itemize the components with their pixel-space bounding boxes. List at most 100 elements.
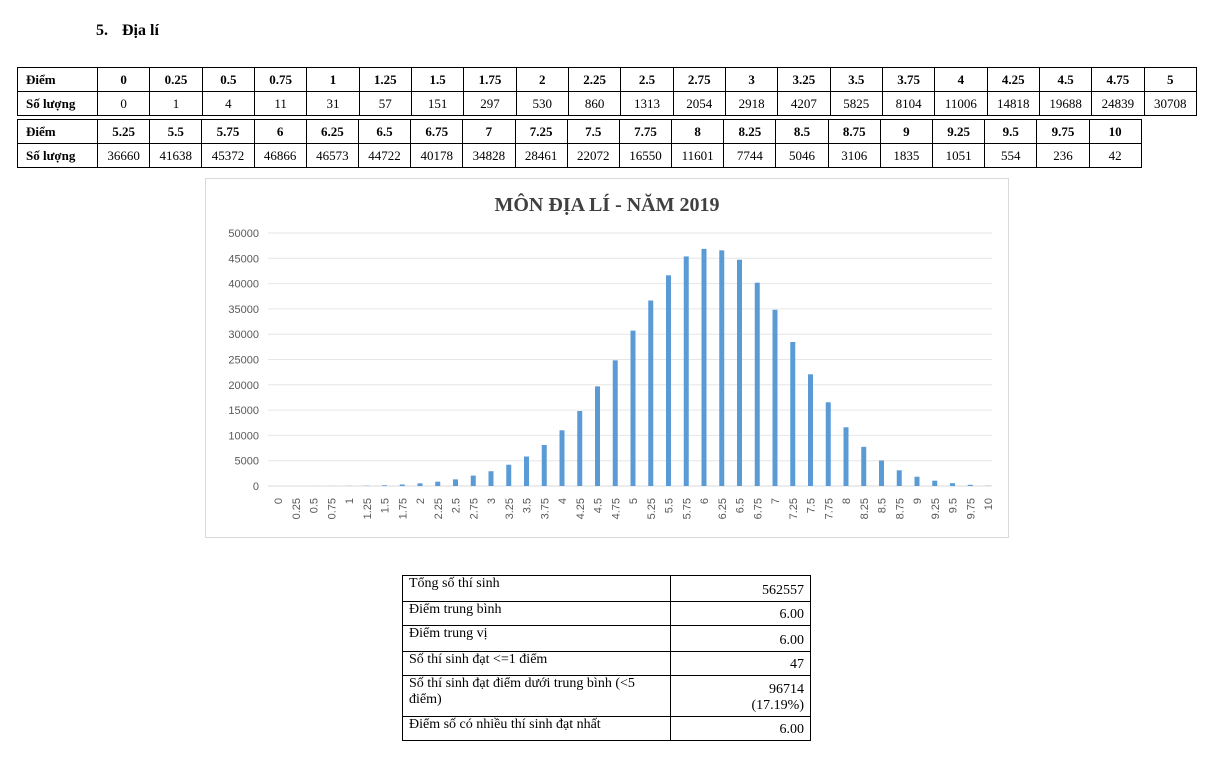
count-cell: 31 [306, 91, 360, 116]
count-cell: 28461 [514, 143, 568, 168]
summary-value-percent: (17.19%) [751, 698, 805, 713]
score-cell: 7.5 [566, 119, 620, 144]
score-cell: 3 [724, 67, 779, 92]
count-cell: 57 [358, 91, 412, 116]
score-cell: 3.5 [829, 67, 883, 92]
summary-label: Số thí sinh đạt điểm dưới trung bình (<5… [402, 675, 671, 717]
bar [524, 456, 529, 486]
x-tick-label: 9 [912, 498, 924, 504]
x-tick-label: 3.25 [504, 498, 516, 519]
count-cell: 5825 [829, 91, 883, 116]
y-tick-label: 20000 [228, 380, 259, 392]
x-tick-label: 2 [415, 498, 427, 504]
y-tick-label: 40000 [228, 279, 259, 291]
count-cell: 19688 [1038, 91, 1093, 116]
score-cell: 5 [1143, 67, 1197, 92]
bar [879, 460, 884, 486]
y-tick-label: 5000 [235, 456, 259, 468]
score-cell: 4.5 [1038, 67, 1093, 92]
count-cell: 22072 [566, 143, 620, 168]
bar [754, 282, 760, 486]
count-cell: 30708 [1143, 91, 1197, 116]
summary-value: 6.00 [670, 625, 811, 652]
x-tick-label: 3 [486, 498, 498, 504]
count-cell: 151 [410, 91, 465, 116]
x-tick-label: 5 [628, 498, 640, 504]
x-tick-label: 9.5 [948, 498, 960, 513]
score-cell: 5.25 [96, 119, 151, 144]
x-tick-label: 7.75 [823, 498, 835, 519]
summary-label: Tổng số thí sinh [402, 575, 671, 602]
count-cell: 236 [1036, 143, 1090, 168]
score-cell: 6.25 [305, 119, 359, 144]
section-title: Địa lí [122, 22, 159, 39]
x-tick-label: 7.5 [806, 498, 818, 513]
bar [559, 430, 565, 486]
score-cell: 4 [934, 67, 988, 92]
count-cell: 554 [984, 143, 1038, 168]
count-row-label: Số lượng [17, 143, 98, 168]
count-cell: 0 [96, 91, 151, 116]
score-cell: 0 [96, 67, 151, 92]
count-cell: 14818 [986, 91, 1040, 116]
summary-label: Điểm trung vị [402, 625, 671, 652]
x-tick-label: 6.75 [752, 498, 764, 519]
count-cell: 1313 [620, 91, 674, 116]
score-cell: 6.75 [410, 119, 464, 144]
count-cell: 1835 [879, 143, 934, 168]
summary-value: 6.00 [670, 716, 811, 741]
summary-value: 47 [670, 651, 811, 676]
score-cell: 7.75 [618, 119, 673, 144]
x-tick-label: 7 [770, 498, 782, 504]
x-tick-label: 6 [699, 498, 711, 504]
summary-value: 562557 [670, 575, 811, 602]
count-row: Số lượng 0 1 4 11 31 57 151 297 530 860 1313 2054 291… [17, 91, 1197, 116]
score-cell: 8.75 [827, 119, 881, 144]
bar [719, 250, 725, 486]
count-cell: 16550 [618, 143, 673, 168]
x-tick-label: 8.75 [894, 498, 906, 519]
bar [772, 309, 778, 486]
score-cell: 6.5 [357, 119, 412, 144]
y-tick-label: 10000 [228, 430, 259, 442]
score-cell: 1.5 [410, 67, 465, 92]
score-cell: 0.5 [201, 67, 255, 92]
count-cell: 8104 [881, 91, 936, 116]
score-cell: 2 [515, 67, 569, 92]
bar [506, 464, 512, 486]
bar [808, 374, 813, 486]
bar [417, 483, 423, 486]
count-cell: 7744 [723, 143, 777, 168]
y-tick-label: 0 [253, 481, 259, 493]
score-cell: 3.75 [881, 67, 936, 92]
count-cell: 46866 [253, 143, 307, 168]
x-tick-label: 5.75 [681, 498, 693, 519]
x-tick-label: 4.25 [575, 498, 587, 519]
bar [825, 402, 831, 486]
count-cell: 2054 [672, 91, 726, 116]
x-tick-label: 6.25 [717, 498, 729, 519]
score-row-label: Điểm [17, 67, 98, 92]
summary-value-count: 96714 [769, 682, 804, 697]
y-tick-label: 45000 [228, 253, 259, 265]
summary-value: 6.00 [670, 601, 811, 626]
chart-title: MÔN ĐỊA LÍ - NĂM 2019 [495, 192, 720, 216]
x-tick-label: 6.5 [735, 498, 747, 513]
bar [861, 446, 867, 486]
score-cell: 9.5 [984, 119, 1038, 144]
x-tick-label: 9.75 [965, 498, 977, 519]
x-tick-label: 0.25 [291, 498, 303, 519]
y-tick-label: 50000 [228, 228, 259, 240]
count-cell: 860 [567, 91, 622, 116]
count-row: Số lượng 36660 41638 45372 46866 46573 44722 40… [17, 143, 1142, 168]
summary-row: Số thí sinh đạt điểm dưới trung bình (<5… [402, 675, 811, 717]
section-heading: 5. Địa lí [96, 22, 159, 40]
count-cell: 24839 [1091, 91, 1145, 116]
x-tick-label: 0 [273, 498, 285, 504]
x-tick-label: 1.5 [380, 498, 392, 513]
x-tick-label: 1 [344, 498, 356, 504]
score-cell: 1.75 [463, 67, 517, 92]
bar [666, 275, 671, 486]
bar [932, 480, 938, 486]
x-tick-label: 1.75 [397, 498, 409, 519]
